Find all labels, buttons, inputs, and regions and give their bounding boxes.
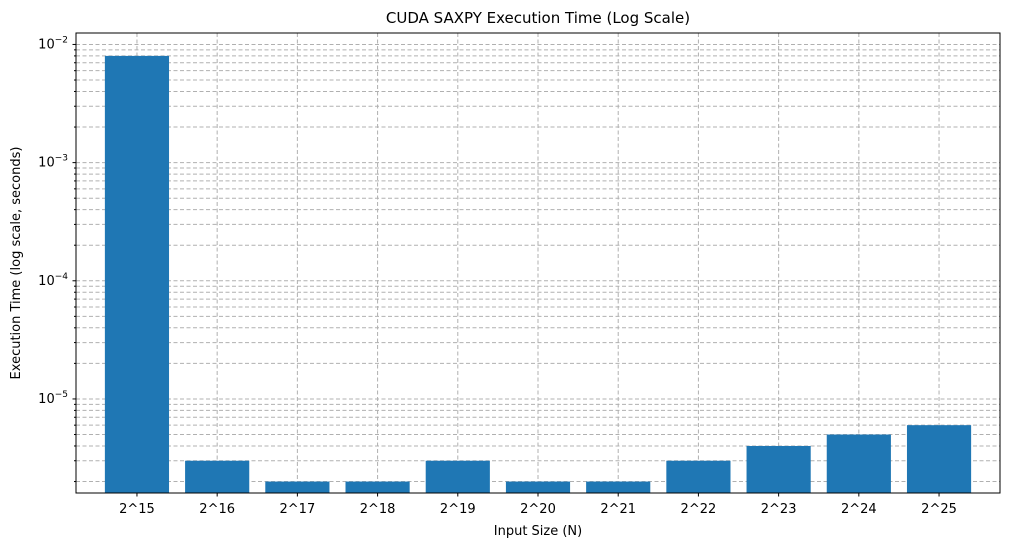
x-tick-label: 2^17 <box>280 502 316 517</box>
x-tick-label: 2^16 <box>199 502 235 517</box>
y-tick-label: 10−5 <box>38 390 68 407</box>
bar-2^15 <box>104 55 170 493</box>
x-tick-label: 2^23 <box>761 502 797 517</box>
bar-2^16 <box>185 460 250 493</box>
bars <box>104 55 972 493</box>
x-tick-label: 2^24 <box>841 502 877 517</box>
bar-2^21 <box>586 481 651 493</box>
bar-2^24 <box>826 434 891 493</box>
x-tick-label: 2^20 <box>520 502 556 517</box>
bar-2^20 <box>505 481 571 493</box>
grid-lines <box>76 33 1000 493</box>
chart-title: CUDA SAXPY Execution Time (Log Scale) <box>386 9 690 27</box>
x-tick-label: 2^15 <box>119 502 155 517</box>
x-axis-ticks: 2^15 2^16 2^17 2^18 2^19 2^20 2^21 2^22 2^23 2^24… <box>119 493 957 517</box>
y-tick-label: 10−4 <box>38 272 68 289</box>
bar-2^19 <box>425 460 490 493</box>
bar-2^23 <box>746 445 811 493</box>
x-tick-label: 2^18 <box>360 502 396 517</box>
x-tick-label: 2^25 <box>921 502 957 517</box>
bar-2^17 <box>265 481 330 493</box>
bar-2^25 <box>906 425 972 493</box>
x-tick-label: 2^19 <box>440 502 476 517</box>
x-axis-label: Input Size (N) <box>494 524 582 539</box>
bar-2^18 <box>345 481 410 493</box>
y-axis-label: Execution Time (log scale, seconds) <box>9 147 24 380</box>
bar-2^22 <box>666 460 731 493</box>
x-tick-label: 2^22 <box>681 502 717 517</box>
y-axis-ticks: 10−5 10−4 10−3 10−2 <box>38 35 76 483</box>
y-tick-label: 10−3 <box>38 154 68 171</box>
x-tick-label: 2^21 <box>600 502 636 517</box>
y-tick-label: 10−2 <box>38 35 68 52</box>
